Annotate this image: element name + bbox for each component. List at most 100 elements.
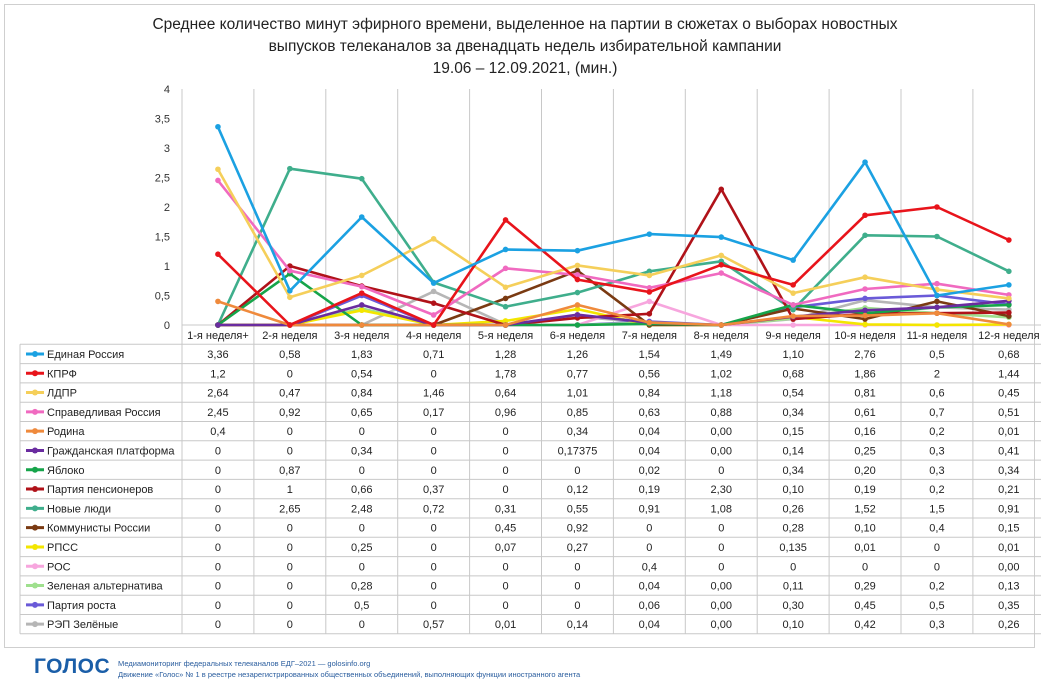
table-cell-value: 0,28: [351, 581, 372, 593]
table-cell-value: 0: [862, 561, 868, 573]
y-tick-label: 1: [164, 261, 170, 273]
table-cell-value: 0,3: [929, 465, 944, 477]
data-point: [215, 177, 221, 184]
table-cell-value: 0,12: [567, 484, 588, 496]
table-cell-value: 0,92: [567, 523, 588, 535]
data-point: [287, 287, 293, 294]
table-cell-value: 0,5: [929, 600, 944, 612]
data-point: [574, 289, 581, 296]
table-cell-value: 0,5: [929, 349, 944, 361]
table-cell-value: 1,26: [567, 349, 588, 361]
data-point: [574, 262, 581, 269]
table-cell-value: 0,96: [495, 407, 516, 419]
table-cell-value: 0,00: [711, 581, 732, 593]
table-cell-value: 0: [502, 581, 508, 593]
table-cell-value: 0: [287, 368, 293, 380]
table-cell-value: 0,07: [495, 542, 516, 554]
table-cell-value: 0,91: [639, 503, 660, 515]
table-cell-value: 0,5: [354, 600, 369, 612]
table-cell-value: 0,34: [782, 465, 803, 477]
table-cell-value: 1,86: [854, 368, 875, 380]
legend-series-name: Справедливая Россия: [47, 407, 161, 419]
data-point: [862, 159, 868, 165]
data-point: [1006, 295, 1012, 302]
data-point: [934, 280, 940, 287]
table-cell-value: 0,47: [279, 388, 300, 400]
table-cell-value: 0,135: [779, 542, 807, 554]
table-cell-value: 0,28: [782, 523, 803, 535]
table-cell-value: 1: [287, 484, 293, 496]
y-tick-label: 2: [164, 202, 170, 214]
category-label: 10-я неделя: [834, 330, 895, 342]
category-label: 4-я неделя: [406, 330, 461, 342]
line-chart-with-data-table: 00,511,522,533,541-я неделя+ 2-я неделя 3-…: [19, 84, 1041, 635]
table-cell-value: 0,13: [998, 581, 1019, 593]
data-point: [502, 303, 509, 310]
data-point: [862, 274, 868, 281]
data-point: [718, 270, 725, 276]
table-cell-value: 0,65: [351, 407, 372, 419]
table-cell-value: 0,19: [639, 484, 660, 496]
table-cell-value: 0,68: [782, 368, 803, 380]
table-cell-value: 0: [718, 465, 724, 477]
table-cell-value: 0,01: [998, 426, 1019, 438]
table-cell-value: 0: [215, 523, 221, 535]
data-point: [790, 290, 796, 296]
data-point: [790, 322, 796, 328]
data-point: [862, 307, 868, 314]
table-cell-value: 2,48: [351, 503, 372, 515]
table-cell-value: 0,56: [639, 368, 660, 380]
table-cell-value: 0,04: [639, 619, 660, 631]
legend-key-marker: [32, 543, 38, 550]
table-cell-value: 0,35: [998, 600, 1019, 612]
table-cell-value: 0,45: [854, 600, 875, 612]
table-cell-value: 0: [359, 465, 365, 477]
table-cell-value: 1,5: [929, 503, 944, 515]
table-cell-value: 0: [359, 523, 365, 535]
table-cell-value: 0: [431, 561, 437, 573]
category-label: 3-я неделя: [334, 330, 389, 342]
table-cell-value: 0,19: [854, 484, 875, 496]
table-cell-value: 2,76: [854, 349, 875, 361]
y-tick-label: 3: [164, 143, 170, 155]
legend-series-name: Гражданская платформа: [47, 445, 175, 457]
table-cell-value: 0,01: [495, 619, 516, 631]
data-point: [1006, 282, 1012, 288]
table-cell-value: 0,10: [854, 523, 875, 535]
category-label: 9-я неделя: [766, 330, 821, 342]
data-point: [287, 165, 293, 172]
category-label: 2-я неделя: [262, 330, 317, 342]
data-point: [718, 252, 725, 259]
legend-series-name: Партия пенсионеров: [47, 484, 153, 496]
series-line: [216, 272, 1011, 327]
legend-series-name: РОС: [47, 561, 71, 573]
data-point: [1006, 321, 1012, 328]
table-cell-value: 2,65: [279, 503, 300, 515]
y-tick-label: 2,5: [155, 173, 170, 185]
table-cell-value: 0,20: [854, 465, 875, 477]
legend-series-name: Родина: [47, 426, 85, 438]
legend-key-marker: [32, 447, 38, 454]
legend-key-marker: [32, 350, 38, 357]
data-point: [502, 217, 509, 223]
table-cell-value: 0,57: [423, 619, 444, 631]
data-point: [574, 276, 581, 283]
table-cell-value: 2,64: [207, 388, 228, 400]
table-cell-value: 0,10: [782, 619, 803, 631]
table-cell-value: 0,15: [782, 426, 803, 438]
table-cell-value: 0: [431, 445, 437, 457]
table-cell-value: 0: [574, 561, 580, 573]
table-cell-value: 0: [215, 600, 221, 612]
table-cell-value: 0: [215, 503, 221, 515]
legend-series-name: Яблоко: [47, 465, 84, 477]
data-point: [934, 292, 940, 299]
table-cell-value: 0,91: [998, 503, 1019, 515]
table-cell-value: 0,45: [998, 388, 1019, 400]
data-point: [574, 322, 581, 328]
table-cell-value: 1,2: [210, 368, 225, 380]
data-point: [574, 302, 581, 308]
table-cell-value: 0: [502, 484, 508, 496]
data-point: [358, 307, 365, 314]
table-cell-value: 0,66: [351, 484, 372, 496]
data-point: [646, 231, 653, 237]
